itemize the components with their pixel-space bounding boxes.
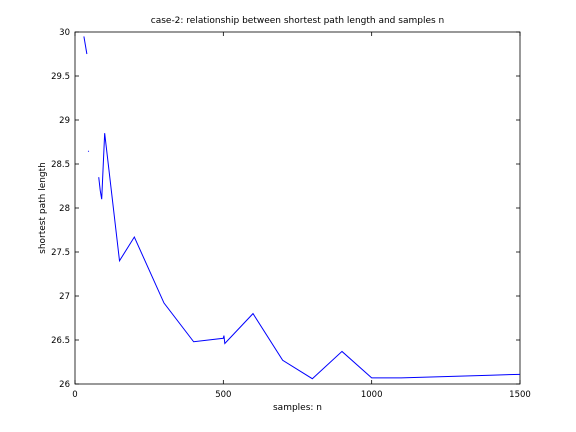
x-tick-label: 0: [72, 390, 77, 400]
x-tick-label: 1500: [509, 390, 531, 400]
y-tick-label: 26.5: [51, 336, 70, 346]
plot-area: [74, 31, 521, 385]
y-axis: 26 26.5 27 27.5 28 28.5 29 29.5 30: [51, 28, 520, 390]
x-tick-label: 1000: [361, 390, 383, 400]
x-axis: 0 500 1000 1500: [72, 32, 531, 400]
y-tick-label: 27.5: [51, 248, 70, 258]
y-axis-label: shortest path length: [38, 162, 48, 254]
x-axis-label: samples: n: [273, 403, 322, 413]
y-tick-label: 28.5: [51, 160, 70, 170]
y-tick-label: 29: [59, 116, 70, 126]
series-line-segment-3: [98, 133, 521, 380]
y-tick-label: 28: [59, 204, 70, 214]
y-tick-label: 30: [59, 28, 70, 38]
y-tick-label: 27: [59, 292, 70, 302]
series-group: [83, 36, 521, 380]
series-line-segment-1: [83, 36, 88, 55]
y-tick-label: 26: [59, 380, 70, 390]
y-tick-label: 29.5: [51, 72, 70, 82]
x-tick-label: 500: [215, 390, 231, 400]
chart-title: case-2: relationship between shortest pa…: [151, 16, 444, 26]
